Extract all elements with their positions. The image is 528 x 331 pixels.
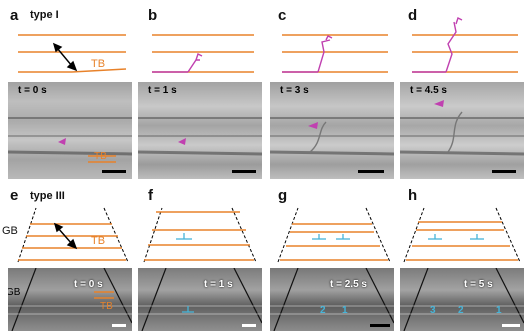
panel-letter-h: h: [408, 187, 418, 204]
scalebar-h: [502, 324, 520, 327]
type-label-e: type III: [30, 190, 65, 202]
schematic-d-dislocation: [412, 17, 463, 73]
schematic-f-lines: [144, 211, 254, 261]
time-label-f: t = 1 s: [204, 279, 233, 290]
schematic-b-dislocation: [152, 53, 203, 73]
schematic-h-boundary: [403, 207, 521, 263]
time-label-d: t = 4.5 s: [410, 85, 447, 96]
schematic-e-lines: [18, 223, 126, 261]
gb-photo-label-e: GB: [8, 287, 21, 298]
partial-label-h-1: 1: [496, 305, 502, 316]
partial-label-h-2: 2: [458, 305, 464, 316]
time-label-h: t = 5 s: [464, 279, 493, 290]
schematic-f-partial: [176, 233, 192, 240]
partial-label-g-2: 2: [320, 305, 326, 316]
micrograph-f: t = 1 s: [138, 268, 262, 331]
scalebar-d: [492, 170, 516, 173]
partial-label-h-3: 3: [430, 305, 436, 316]
time-label-a: t = 0 s: [18, 85, 47, 96]
micrograph-g: t = 2.5 s 2 1: [270, 268, 394, 331]
panel-letter-g: g: [278, 187, 288, 204]
schematic-h-partials: [428, 234, 484, 240]
scalebar-e: [112, 324, 126, 327]
schematic-g-partials: [312, 234, 350, 240]
time-label-e: t = 0 s: [74, 279, 103, 290]
time-label-c: t = 3 s: [280, 85, 309, 96]
gb-label-e: GB: [2, 225, 18, 237]
time-label-b: t = 1 s: [148, 85, 177, 96]
schematic-g-boundary: [277, 207, 391, 263]
schematic-h-lines: [406, 221, 518, 261]
micrograph-h: t = 5 s 3 2 1: [400, 268, 524, 331]
panel-letter-c: c: [278, 7, 287, 24]
schematic-c-dislocation: [282, 35, 333, 73]
schematic-a-arrow: [52, 42, 78, 72]
panel-letter-d: d: [408, 7, 418, 24]
scalebar-g: [370, 324, 390, 327]
scalebar-f: [242, 324, 256, 327]
panel-letter-a: a: [10, 7, 19, 24]
scalebar-a: [102, 170, 126, 173]
micrograph-b: t = 1 s: [138, 82, 262, 179]
tb-label-a: TB: [91, 58, 106, 70]
schematic-e-boundary: [17, 207, 129, 263]
schematic-c-lines: [282, 34, 388, 73]
schematic-e-arrow: [53, 222, 78, 250]
schematic-a-lines: [18, 34, 127, 73]
tb-photo-label-a: TB: [94, 151, 107, 162]
micrograph-c: t = 3 s: [270, 82, 394, 179]
scalebar-c: [358, 170, 384, 173]
micrograph-e: t = 0 s GB TB: [8, 268, 132, 331]
schematic-g-lines: [280, 223, 388, 261]
schematic-f-boundary: [143, 207, 257, 263]
panel-letter-b: b: [148, 7, 158, 24]
partial-label-g-1: 1: [342, 305, 348, 316]
panel-letter-f: f: [148, 187, 153, 204]
schematic-d-lines: [412, 34, 518, 73]
panel-letter-e: e: [10, 187, 19, 204]
schematic-b-lines: [152, 34, 254, 73]
tb-photo-label-e: TB: [100, 301, 113, 312]
time-label-g: t = 2.5 s: [330, 279, 367, 290]
type-label-a: type I: [30, 9, 59, 21]
scalebar-b: [232, 170, 256, 173]
tb-label-e: TB: [91, 235, 106, 247]
micrograph-a: t = 0 s TB: [8, 82, 132, 179]
micrograph-d: t = 4.5 s: [400, 82, 524, 179]
